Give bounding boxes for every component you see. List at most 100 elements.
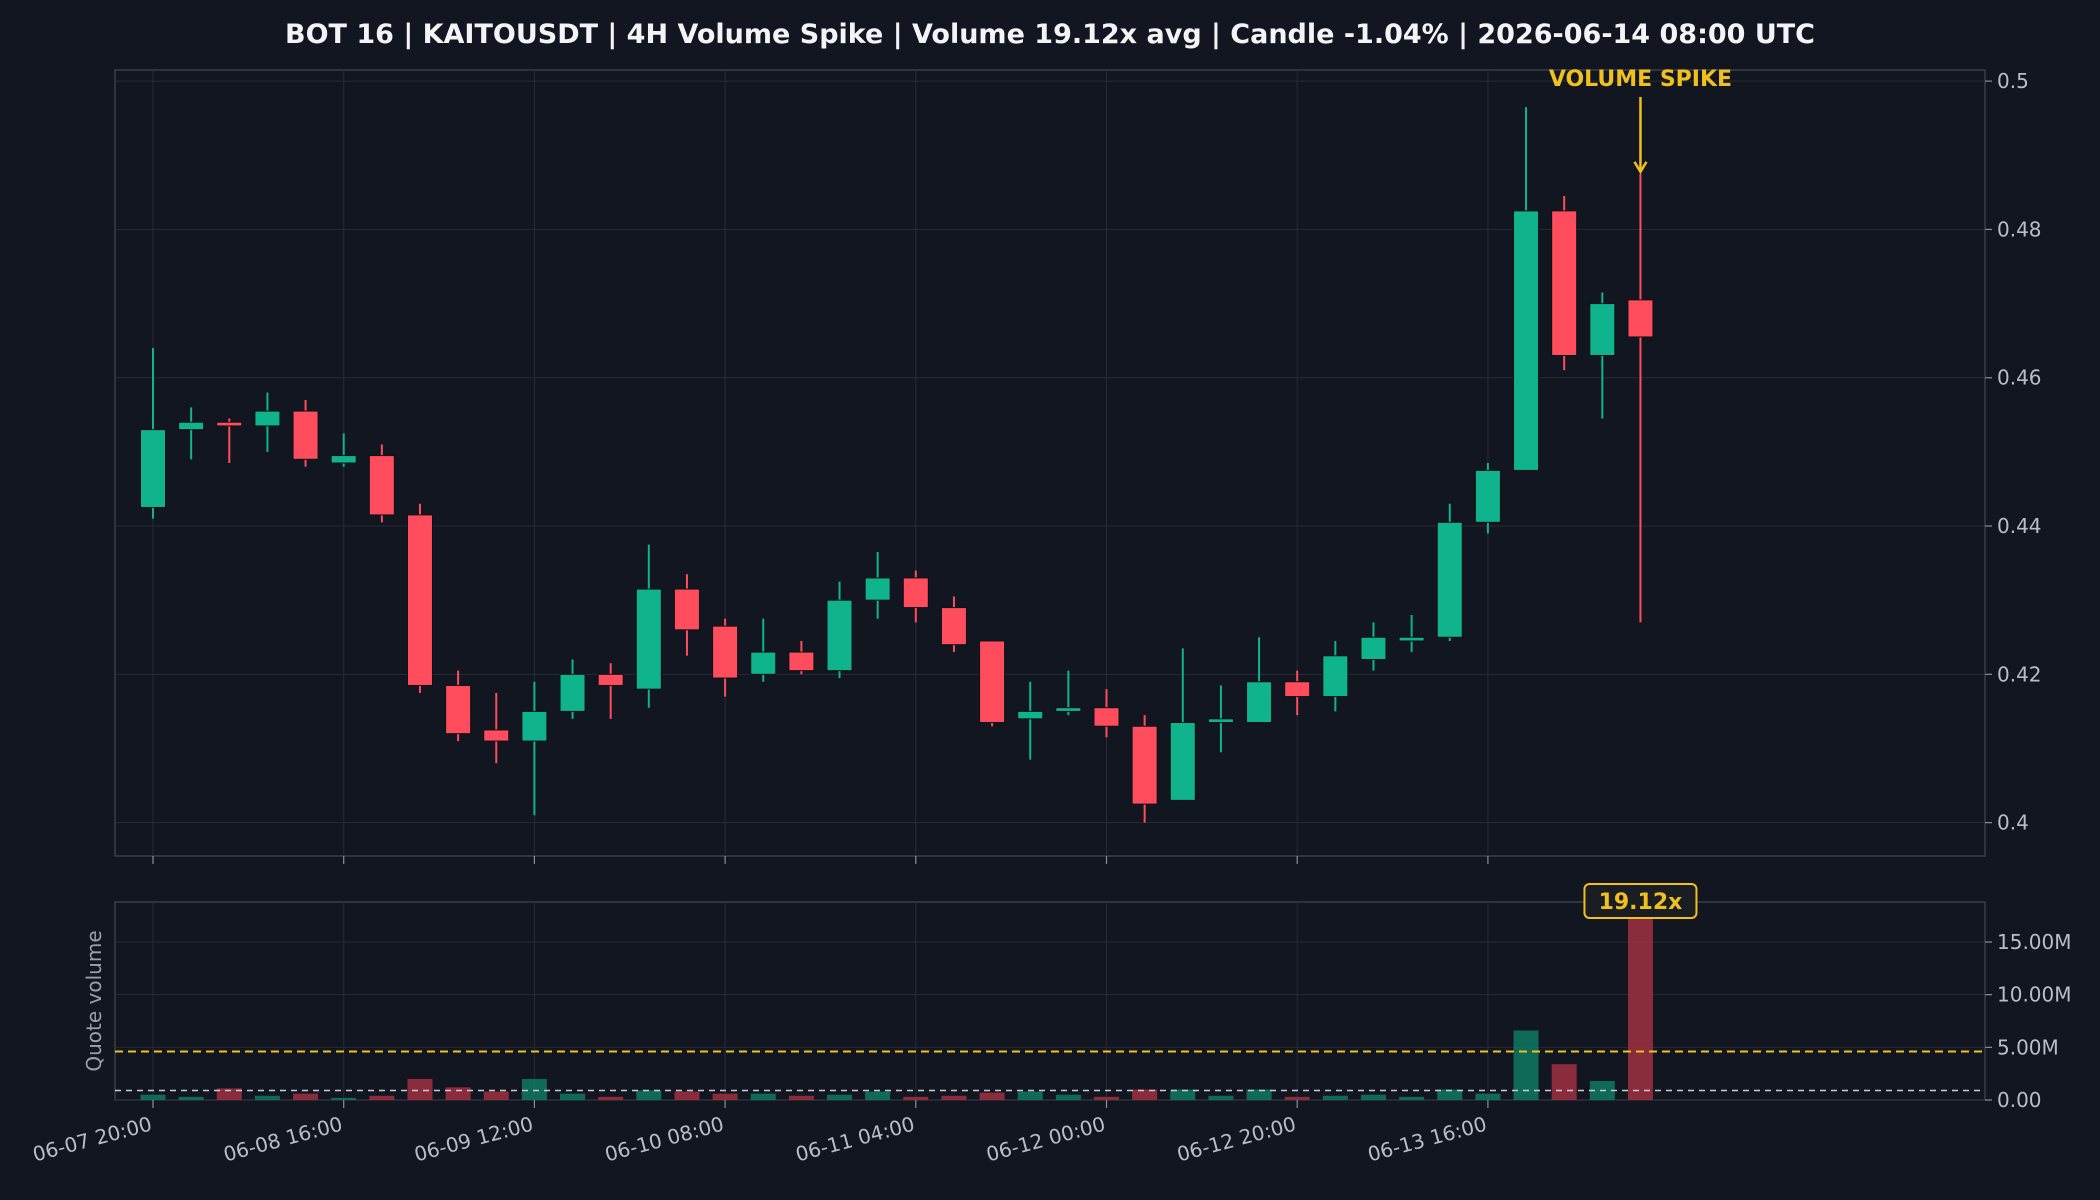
candle	[1436, 503, 1463, 641]
volume-badge-box	[1583, 883, 1698, 919]
candle	[750, 618, 777, 682]
candle	[979, 640, 1006, 727]
candle-body	[940, 607, 967, 646]
candle-body	[635, 588, 662, 690]
candle-body	[1284, 681, 1311, 698]
price-tick-label: 0.44	[1997, 514, 2042, 538]
volume-spike-label: VOLUME SPIKE	[1549, 67, 1732, 92]
candle	[254, 392, 281, 452]
price-tick-label: 0.42	[1997, 662, 2042, 686]
candle	[1322, 640, 1349, 712]
candle-body	[178, 421, 205, 431]
candle	[445, 670, 472, 742]
candle-body	[216, 421, 243, 427]
candle	[635, 544, 662, 708]
volume-bar	[560, 1093, 586, 1100]
candle	[1055, 670, 1082, 716]
candle	[1551, 196, 1578, 371]
volume-bar	[1208, 1095, 1234, 1100]
volume-bar	[865, 1091, 891, 1100]
candle	[483, 692, 510, 764]
volume-bar	[1437, 1089, 1463, 1100]
candle-body	[1627, 299, 1654, 338]
volume-bar	[712, 1093, 738, 1100]
volume-bar	[1475, 1093, 1501, 1100]
candle-body	[979, 640, 1006, 724]
candle	[597, 663, 624, 719]
volume-bar	[979, 1092, 1005, 1100]
candle-body	[1322, 655, 1349, 698]
candle	[1398, 615, 1425, 653]
volume-bar	[178, 1096, 204, 1100]
candle	[1246, 637, 1273, 724]
candle	[1360, 622, 1387, 671]
volume-bar	[1322, 1095, 1348, 1100]
candle-body	[673, 588, 700, 631]
volume-spike-arrowhead	[1633, 161, 1648, 175]
candle	[330, 433, 357, 467]
candle	[1093, 689, 1120, 738]
volume-badge-label: 19.12x	[1599, 890, 1683, 915]
volume-bar	[521, 1078, 547, 1100]
volume-bar	[216, 1088, 242, 1100]
candle-body	[1398, 636, 1425, 642]
price-x-tick-marks	[152, 856, 1489, 864]
candle	[1169, 648, 1196, 801]
volume-bar	[1513, 1030, 1539, 1100]
candle-body	[1513, 210, 1540, 471]
candle	[1513, 107, 1540, 471]
volume-bar	[1094, 1096, 1119, 1100]
candle-body	[406, 514, 433, 686]
volume-panel-frame	[114, 901, 1986, 1101]
candle-body	[902, 577, 929, 609]
candle	[406, 503, 433, 693]
candle	[1589, 292, 1616, 419]
candle	[292, 399, 319, 467]
volume-tick-label: 5.00M	[1997, 1035, 2059, 1059]
volume-tick-label: 10.00M	[1997, 983, 2072, 1007]
volume-tick-label: 15.00M	[1997, 930, 2072, 954]
candle-body	[1131, 725, 1158, 805]
candle-body	[1207, 718, 1234, 724]
candle-body	[712, 625, 739, 679]
chart-title: BOT 16 | KAITOUSDT | 4H Volume Spike | V…	[285, 19, 1815, 50]
volume-bar	[636, 1090, 662, 1100]
volume-bar	[1170, 1089, 1196, 1100]
candle-body	[483, 729, 510, 742]
candle	[1284, 670, 1311, 716]
volume-bar	[483, 1091, 509, 1100]
price-tick-label: 0.46	[1997, 366, 2042, 390]
candle	[1131, 715, 1158, 823]
volume-bar	[1055, 1094, 1081, 1100]
volume-y-axis-label: Quote volume	[82, 930, 106, 1071]
volume-bar	[293, 1093, 319, 1100]
price-tick-label: 0.4	[1997, 811, 2029, 835]
volume-bar	[1017, 1091, 1043, 1100]
volume-spike-annotation: VOLUME SPIKE	[1549, 67, 1732, 175]
candle	[140, 348, 166, 519]
volume-bar	[369, 1095, 395, 1100]
volume-tick-label: 0.00	[1997, 1088, 2042, 1112]
volume-bar	[941, 1095, 967, 1100]
candle-body	[1436, 521, 1463, 638]
candles	[140, 107, 1654, 823]
candle-body	[254, 410, 281, 427]
candle-body	[330, 455, 357, 464]
volume-bar	[1551, 1064, 1577, 1100]
candle	[1474, 463, 1501, 534]
candle-body	[559, 673, 586, 712]
volume-bar	[674, 1091, 700, 1100]
volume-y-axis: 0.00 5.00M 10.00M 15.00M	[1985, 930, 2072, 1112]
candle-body	[1551, 210, 1578, 356]
volume-bar	[827, 1094, 853, 1100]
candle	[673, 574, 700, 656]
candle	[559, 659, 586, 719]
candle-body	[864, 577, 891, 601]
candle-body	[368, 455, 395, 516]
candle-body	[521, 710, 548, 742]
volume-bar	[407, 1078, 433, 1100]
volume-bar	[254, 1095, 280, 1100]
candle-body	[826, 599, 853, 672]
candle-body	[1017, 710, 1044, 720]
volume-bar	[1246, 1089, 1272, 1100]
